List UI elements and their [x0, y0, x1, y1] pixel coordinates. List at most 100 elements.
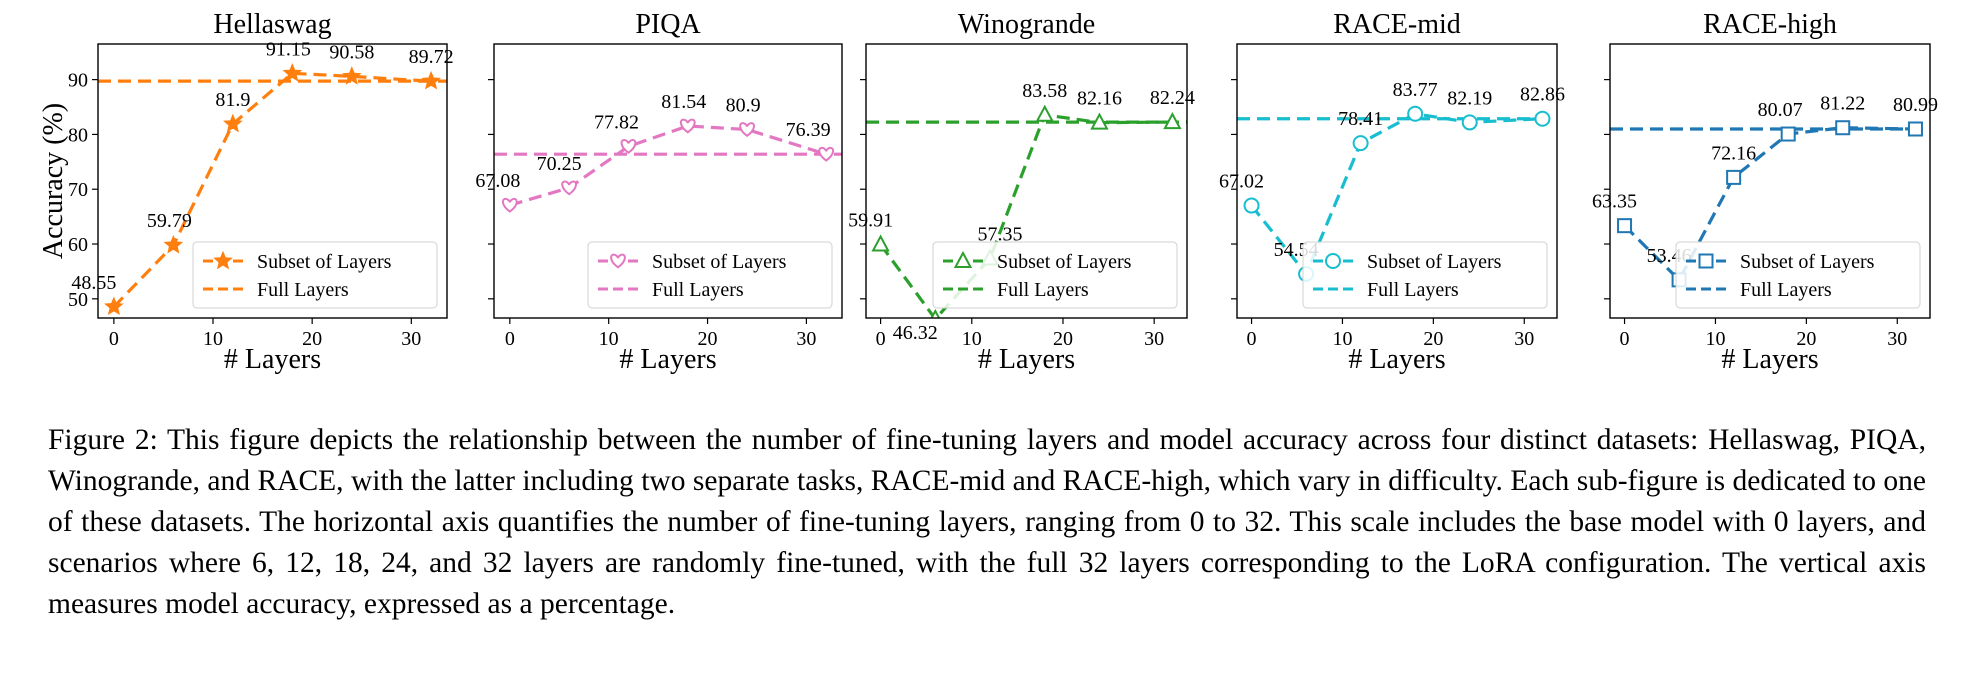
- data-label: 83.58: [1022, 80, 1067, 102]
- x-axis-label: # Layers: [224, 344, 321, 375]
- y-tick-label: 70: [68, 179, 88, 201]
- legend-label-full: Full Layers: [652, 279, 744, 301]
- x-tick-label: 30: [401, 328, 421, 350]
- plot-area: [98, 62, 447, 316]
- data-point: [1780, 126, 1796, 142]
- x-tick-label: 0: [1247, 328, 1257, 350]
- data-point: [223, 113, 243, 133]
- data-label: 48.55: [71, 272, 116, 294]
- legend-frame: [1675, 241, 1921, 309]
- data-label: 46.32: [893, 322, 938, 344]
- subplot-title: Winogrande: [958, 9, 1095, 40]
- data-point: [1352, 135, 1369, 152]
- y-tick-label: 50: [68, 289, 88, 311]
- subplot-hellaswag: Hellaswag 0 10 20 30 50 60 70 80 90 # Layers Accura…: [38, 9, 454, 375]
- data-label: 70.25: [537, 153, 582, 175]
- data-point: [1726, 169, 1742, 185]
- data-label: 90.58: [329, 41, 374, 63]
- legend-label-subset: Subset of Layers: [1367, 251, 1502, 273]
- legend-label-subset: Subset of Layers: [257, 251, 392, 273]
- legend-label-subset: Subset of Layers: [1740, 251, 1875, 273]
- legend-marker-subset: [953, 250, 973, 268]
- x-tick-label: 10: [599, 328, 619, 350]
- legend-label-full: Full Layers: [1740, 279, 1832, 301]
- data-point: [104, 296, 124, 316]
- data-label: 81.9: [215, 89, 250, 111]
- x-tick-label: 20: [1053, 328, 1073, 350]
- data-label: 77.82: [594, 111, 639, 133]
- subplot-title: Hellaswag: [213, 9, 331, 40]
- y-axis-label: Accuracy (%): [38, 103, 69, 259]
- y-tick-label: 80: [68, 124, 88, 146]
- series-line-subset-of-layers: [1623, 126, 1916, 283]
- x-tick-label: 30: [1144, 328, 1164, 350]
- data-label: 80.9: [726, 94, 761, 116]
- data-label: 82.16: [1077, 88, 1122, 110]
- data-label: 57.35: [978, 224, 1023, 246]
- plot-area: [494, 118, 842, 213]
- data-point: [1163, 112, 1182, 130]
- data-point: [818, 146, 835, 162]
- data-label: 67.02: [1219, 171, 1264, 193]
- x-tick-label: 10: [962, 328, 982, 350]
- subplot-winogrande: Winogrande 0 10 20 30 # Layers 59.91 46.32 57.35…: [848, 9, 1195, 375]
- legend-frame: [932, 241, 1178, 309]
- series-line-subset-of-layers: [879, 113, 1173, 318]
- data-label: 78.41: [1338, 108, 1383, 130]
- data-point: [501, 197, 518, 213]
- data-point: [421, 70, 441, 90]
- data-label: 76.39: [786, 119, 831, 141]
- legend: Subset of Layers Full Layers: [1675, 241, 1921, 309]
- caption-text: This figure depicts the relationship bet…: [48, 424, 1926, 620]
- data-label: 82.24: [1150, 87, 1195, 109]
- data-point: [282, 62, 303, 82]
- legend-label-full: Full Layers: [1367, 279, 1459, 301]
- x-tick-label: 0: [109, 328, 119, 350]
- data-label: 81.54: [661, 91, 706, 113]
- subplot-piqa: PIQA 0 10 20 30 # Layers 67.08 70.25 77.82 81.54 8…: [475, 9, 843, 375]
- axes-frame: [1236, 43, 1558, 319]
- x-axis-label: # Layers: [1721, 344, 1818, 375]
- data-label: 82.19: [1447, 87, 1492, 109]
- data-point: [1907, 121, 1923, 137]
- figure-caption: Figure 2: This figure depicts the relati…: [48, 420, 1926, 625]
- data-point: [1243, 197, 1260, 214]
- legend: Subset of Layers Full Layers: [1302, 241, 1548, 309]
- data-label: 83.77: [1393, 79, 1438, 101]
- x-tick-label: 30: [796, 328, 816, 350]
- x-tick-label: 20: [1796, 328, 1816, 350]
- subplot-title: RACE-high: [1703, 9, 1837, 40]
- x-tick-label: 20: [1423, 328, 1443, 350]
- legend: Subset of Layers Full Layers: [587, 241, 833, 309]
- x-axis-label: # Layers: [978, 344, 1075, 375]
- axes-frame: [1609, 43, 1931, 319]
- x-tick-label: 10: [1705, 328, 1725, 350]
- data-label: 72.16: [1711, 142, 1756, 164]
- data-point: [739, 122, 755, 138]
- data-point: [163, 234, 184, 254]
- x-tick-label: 10: [203, 328, 223, 350]
- series-line-subset-of-layers: [1250, 112, 1543, 278]
- data-point: [1534, 110, 1551, 127]
- data-label: 59.91: [848, 210, 893, 232]
- data-point: [1617, 218, 1633, 234]
- legend-marker-subset: [1698, 253, 1714, 269]
- x-axis-label: # Layers: [619, 344, 716, 375]
- x-axis-label: # Layers: [1348, 344, 1445, 375]
- data-point: [871, 234, 890, 252]
- data-point: [1407, 105, 1424, 122]
- subplot-title: RACE-mid: [1333, 9, 1461, 40]
- legend-label-subset: Subset of Layers: [997, 251, 1132, 273]
- data-label: 81.22: [1820, 93, 1865, 115]
- x-tick-label: 30: [1887, 328, 1907, 350]
- x-tick-label: 0: [1620, 328, 1630, 350]
- series-line-subset-of-layers: [112, 71, 432, 308]
- legend-label-full: Full Layers: [997, 279, 1089, 301]
- data-point: [1461, 114, 1478, 131]
- subplot-title: PIQA: [635, 9, 701, 40]
- x-tick-label: 20: [698, 328, 718, 350]
- legend: Subset of Layers Full Layers: [192, 241, 438, 309]
- x-tick-label: 20: [302, 328, 322, 350]
- data-label: 59.79: [147, 210, 192, 232]
